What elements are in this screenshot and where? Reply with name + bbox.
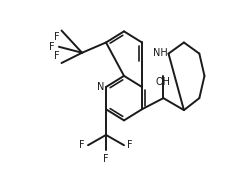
Text: F: F [54, 51, 60, 61]
Text: F: F [49, 42, 55, 52]
Text: F: F [54, 32, 60, 42]
Text: N: N [97, 82, 104, 92]
Text: F: F [79, 140, 85, 150]
Text: F: F [127, 140, 133, 150]
Text: NH: NH [153, 48, 168, 58]
Text: OH: OH [156, 77, 171, 87]
Text: F: F [103, 154, 109, 164]
